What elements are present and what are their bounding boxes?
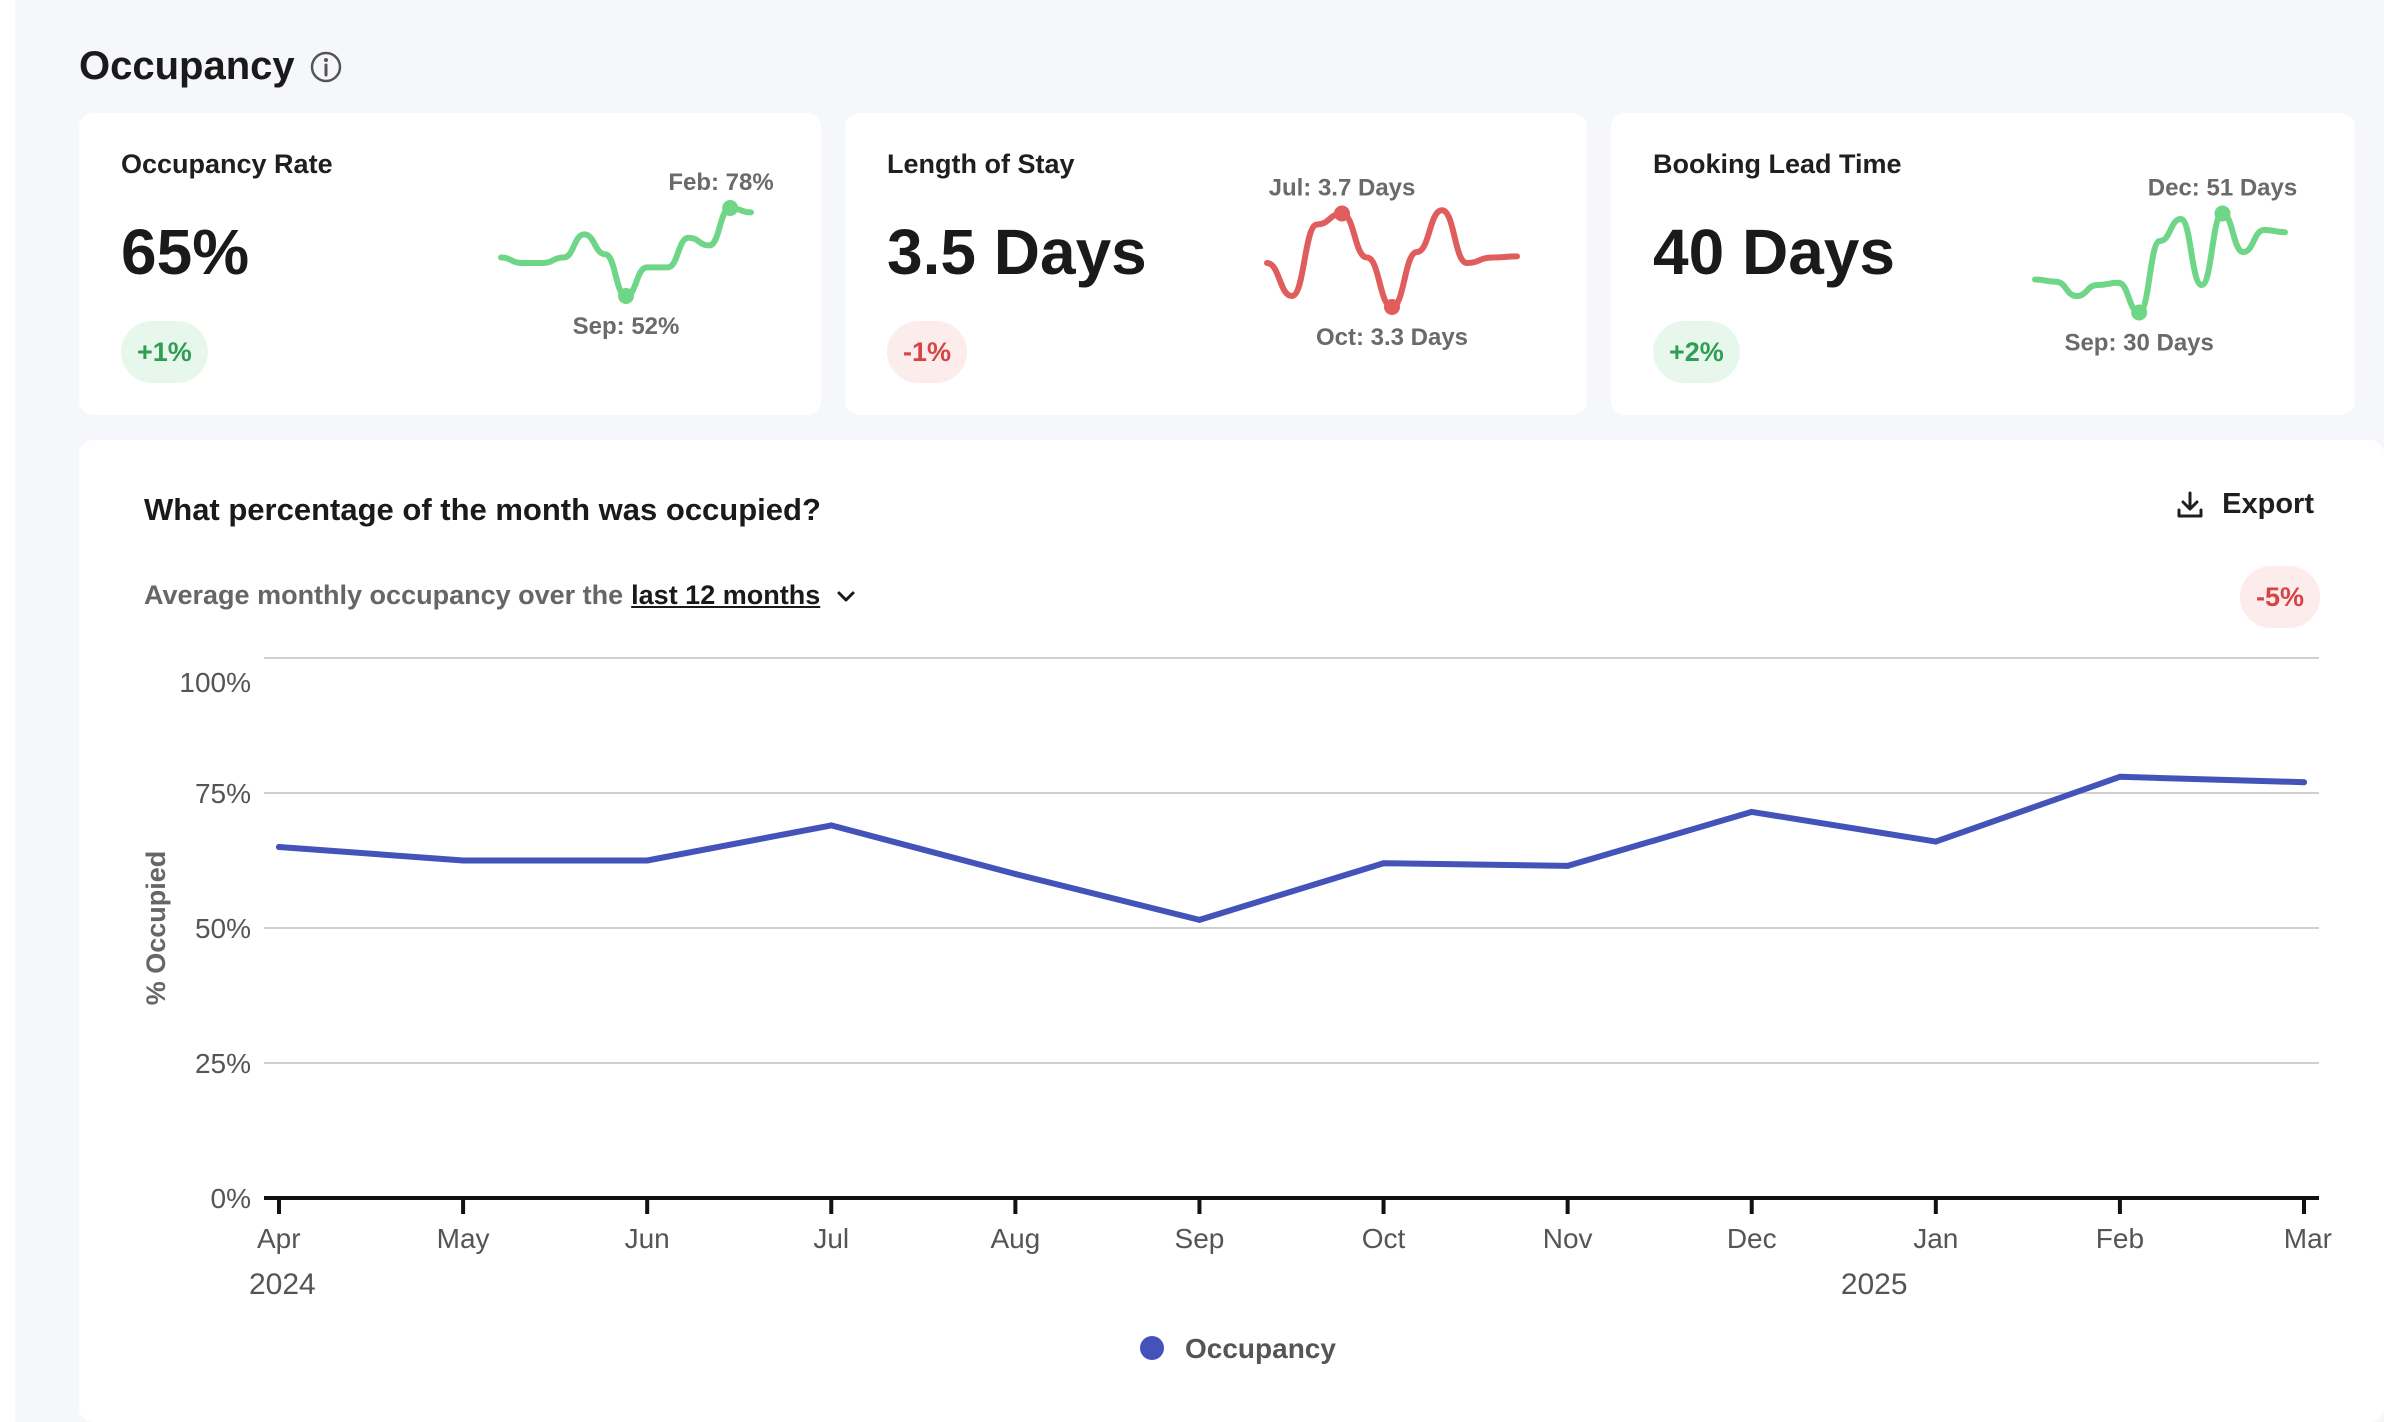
kpi-sparkline: Dec: 51 Days Sep: 30 Days — [2032, 175, 2297, 357]
x-tick-label: Jun — [625, 1223, 670, 1254]
section-header: Occupancy — [79, 44, 343, 89]
legend-label[interactable]: Occupancy — [1185, 1333, 1336, 1364]
sparkline-max-point — [2214, 205, 2231, 222]
export-button[interactable]: Export — [2174, 488, 2314, 521]
range-dropdown[interactable]: last 12 months — [631, 580, 821, 610]
sparkline-min-label: Sep: 30 Days — [2064, 330, 2213, 357]
kpi-change-badge: +2% — [1653, 321, 1740, 383]
x-tick-label: Nov — [1543, 1223, 1593, 1254]
x-tick-label: Mar — [2284, 1223, 2332, 1254]
kpi-value: 65% — [121, 216, 250, 288]
data-point[interactable] — [1564, 862, 1571, 869]
sparkline-path — [498, 204, 754, 300]
y-tick-label: 100% — [179, 667, 251, 698]
y-tick-label: 0% — [211, 1183, 251, 1214]
kpi-card-length-of-stay: Length of Stay 3.5 Days -1% Jul: 3.7 Day… — [845, 113, 1587, 415]
sparkline-min-label: Sep: 52% — [573, 313, 680, 340]
sparkline-max-label: Jul: 3.7 Days — [1269, 175, 1416, 202]
year-label: 2024 — [249, 1268, 316, 1301]
info-circle-icon[interactable] — [309, 50, 343, 84]
sparkline-max-label: Feb: 78% — [668, 169, 773, 196]
sparkline-path — [1264, 207, 1520, 311]
x-tick-label: Jul — [813, 1223, 849, 1254]
x-tick-label: May — [437, 1223, 490, 1254]
data-point[interactable] — [276, 844, 282, 850]
kpi-value: 40 Days — [1653, 216, 1895, 288]
sparkline-path — [2032, 210, 2288, 316]
y-tick-label: 50% — [195, 913, 251, 944]
sparkline-min-point — [1384, 299, 1400, 315]
legend-marker — [1140, 1336, 1164, 1360]
sparkline-min-point — [618, 288, 634, 304]
page: Occupancy Occupancy Rate 65% +1% Feb: 78… — [15, 0, 2384, 1422]
data-point[interactable] — [460, 857, 467, 864]
year-label: 2025 — [1841, 1268, 1908, 1301]
kpi-change-badge: +1% — [121, 321, 208, 383]
kpi-value: 3.5 Days — [887, 216, 1147, 288]
sparkline-max-point — [1334, 205, 1350, 222]
x-tick-label: Dec — [1727, 1223, 1777, 1254]
kpi-label: Length of Stay — [887, 149, 1075, 179]
sparkline-min-point — [2131, 304, 2148, 321]
kpi-card-booking-lead-time: Booking Lead Time 40 Days +2% Dec: 51 Da… — [1611, 113, 2355, 415]
section-title: Occupancy — [79, 44, 295, 88]
chart-subtitle: Average monthly occupancy over the last … — [144, 580, 858, 611]
data-point[interactable] — [644, 857, 651, 864]
series-line-occupancy — [276, 773, 2307, 923]
kpi-sparkline: Feb: 78% Sep: 52% — [498, 169, 774, 340]
data-point[interactable] — [1932, 838, 1939, 845]
sparkline-max-label: Dec: 51 Days — [2148, 175, 2297, 202]
kpi-label: Occupancy Rate — [121, 149, 333, 179]
y-axis-label: % Occupied — [141, 851, 171, 1006]
download-icon — [2177, 491, 2203, 517]
sparkline-min-label: Oct: 3.3 Days — [1316, 324, 1468, 351]
kpi-card-occupancy-rate: Occupancy Rate 65% +1% Feb: 78% Sep: 52% — [79, 113, 821, 415]
data-point[interactable] — [1012, 871, 1019, 877]
kpi-change-badge: -1% — [887, 321, 968, 383]
occupancy-line-chart: 0% 25% 50% 75% 100% % Occupied Apr May Jun Jul Aug… — [141, 657, 2332, 1364]
kpi-label: Booking Lead Time — [1653, 149, 1902, 179]
y-tick-label: 75% — [195, 778, 251, 809]
x-tick-label: Apr — [257, 1223, 301, 1254]
occupancy-chart-card: 0% 25% 50% 75% 100% % Occupied Apr May Jun Jul Aug… — [79, 440, 2384, 1422]
y-tick-label: 25% — [195, 1048, 251, 1079]
kpi-sparkline: Jul: 3.7 Days Oct: 3.3 Days — [1264, 175, 1520, 351]
data-point[interactable] — [2116, 773, 2123, 780]
data-point[interactable] — [1380, 860, 1387, 867]
data-point[interactable] — [1196, 916, 1203, 923]
export-label: Export — [2222, 488, 2314, 520]
data-point[interactable] — [828, 822, 835, 829]
subtitle-prefix: Average monthly occupancy over the — [144, 580, 624, 610]
x-tick-label: Feb — [2096, 1223, 2144, 1254]
x-tick-label: Aug — [990, 1223, 1040, 1254]
x-tick-label: Sep — [1175, 1223, 1225, 1254]
chart-question: What percentage of the month was occupie… — [144, 492, 821, 527]
data-point[interactable] — [1748, 808, 1755, 815]
sparkline-max-point — [722, 200, 739, 216]
x-tick-label: Jan — [1913, 1223, 1958, 1254]
x-tick-label: Oct — [1362, 1223, 1406, 1254]
overall-change-badge: -5% — [2239, 566, 2320, 628]
chevron-down-icon[interactable] — [834, 584, 858, 608]
data-point[interactable] — [2301, 779, 2307, 786]
